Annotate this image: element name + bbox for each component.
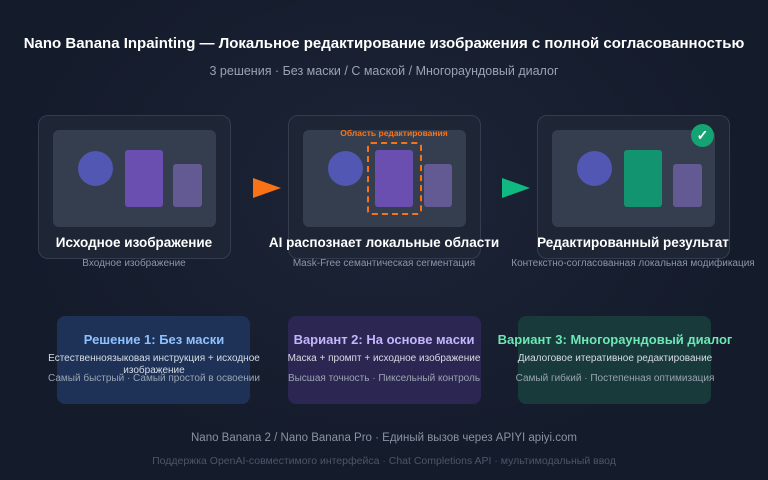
arrow-right-icon [502,178,530,198]
option-input: Естественноязыковая инструкция + исходно… [48,353,260,376]
option-card-mask [288,316,481,404]
option-input: Маска + промпт + исходное изображение [287,353,481,364]
image-canvas [303,130,466,227]
image-canvas [53,130,216,227]
circle-shape [78,151,113,186]
page-subtitle: 3 решения · Без маски / С маской / Много… [209,64,559,78]
step-title: Редактированный результат [537,235,729,250]
check-icon: ✓ [691,124,714,147]
option-title: Вариант 2: На основе маски [293,332,475,347]
footer-line-1: Nano Banana 2 / Nano Banana Pro · Единый… [191,432,577,444]
step-title: Исходное изображение [55,235,213,250]
edited-rect-shape [624,150,662,207]
source-image-card [38,115,231,259]
option-card-no-mask [57,316,250,404]
option-traits: Высшая точность · Пиксельный контроль [287,373,481,384]
circle-shape [328,151,363,186]
option-traits: Самый гибкий · Постепенная оптимизация [515,373,715,384]
step-desc: Входное изображение [82,258,186,269]
step-desc: Mask-Free семантическая сегментация [292,258,476,269]
small-rect-shape [173,164,202,207]
option-title: Вариант 3: Многораундовый диалог [497,332,733,347]
option-title: Решение 1: Без маски [83,332,225,347]
footer-line-2: Поддержка OpenAI-совместимого интерфейса… [152,455,616,467]
option-traits: Самый быстрый · Самый простой в освоении [48,373,260,384]
ai-detect-card: Область редактирования [288,115,481,259]
option-input: Диалоговое итеративное редактирование [517,353,713,364]
page-title: Nano Banana Inpainting — Локальное редак… [23,35,745,52]
target-rect-shape [375,150,413,207]
arrow-right-icon [253,178,281,198]
result-card: ✓ [537,115,730,259]
edit-region-box [367,142,422,215]
small-rect-shape [673,164,702,207]
small-rect-shape [424,164,452,207]
circle-shape [577,151,612,186]
step-desc: Контекстно-согласованная локальная модиф… [511,258,755,269]
edit-region-label: Область редактирования [340,128,448,138]
step-title: AI распознает локальные области [268,235,500,250]
target-rect-shape [125,150,163,207]
option-card-multiround [518,316,711,404]
image-canvas [552,130,715,227]
